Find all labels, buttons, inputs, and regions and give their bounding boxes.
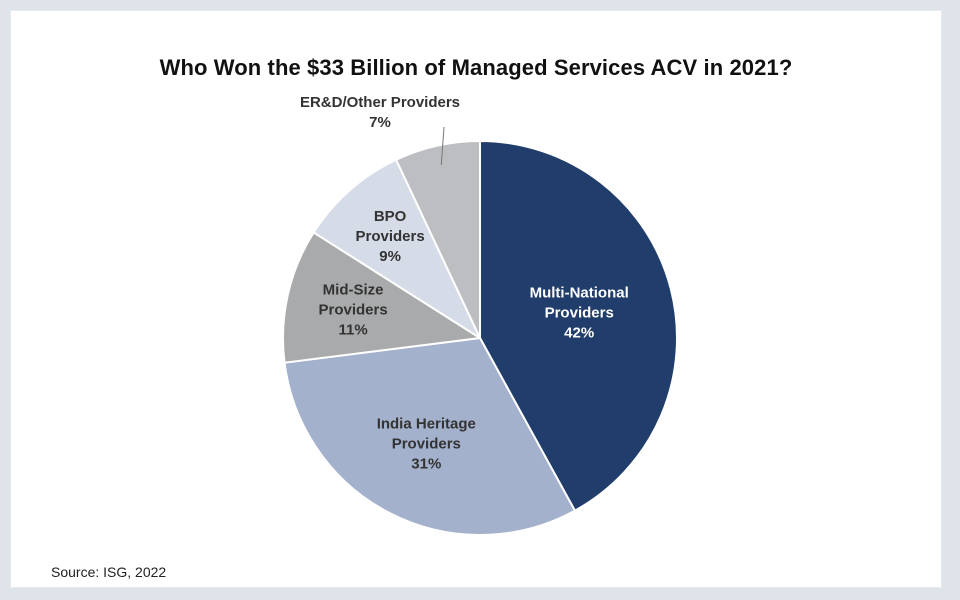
slice-percent-india-heritage: 31% xyxy=(411,455,441,472)
slice-name-india-heritage: Providers xyxy=(392,435,461,452)
slice-label-multi-national: Multi-National Providers 42% xyxy=(530,285,629,342)
slice-label-mid-size: Mid-Size Providers 11% xyxy=(318,282,387,339)
chart-title: Who Won the $33 Billion of Managed Servi… xyxy=(159,55,793,80)
slice-percent-er-d-other: 7% xyxy=(369,114,391,131)
pie-slice-bpo xyxy=(312,158,481,339)
slice-label-india-heritage: India Heritage Providers 31% xyxy=(377,415,476,472)
slice-name-mid-size: Mid-Size xyxy=(323,282,384,299)
pie-slice-er-d-other xyxy=(395,140,481,339)
pie-slice-mid-size xyxy=(282,231,481,364)
slice-name-india-heritage: India Heritage xyxy=(377,415,476,432)
slice-name-er-d-other: ER&D/Other Providers xyxy=(300,94,460,111)
pie-slice-india-heritage xyxy=(283,337,576,536)
slice-label-er-d-other: ER&D/Other Providers 7% xyxy=(300,94,460,131)
slice-name-bpo: Providers xyxy=(355,228,424,245)
slice-percent-mid-size: 11% xyxy=(338,322,367,339)
slice-name-multi-national: Multi-National xyxy=(530,285,629,302)
slice-percent-multi-national: 42% xyxy=(564,325,594,342)
slice-label-bpo: BPO Providers 9% xyxy=(355,208,424,265)
chart-source: Source: ISG, 2022 xyxy=(51,564,167,580)
slice-name-bpo: BPO xyxy=(374,208,407,225)
callout-line-er-d xyxy=(440,126,445,166)
slice-percent-bpo: 9% xyxy=(379,248,401,265)
slice-name-mid-size: Providers xyxy=(318,302,387,319)
pie-labels: Multi-National Providers 42% India Heritage… xyxy=(300,94,629,472)
pie-slice-multi-national xyxy=(479,140,678,512)
pie-slices xyxy=(282,140,678,536)
slice-name-multi-national: Providers xyxy=(545,305,614,322)
